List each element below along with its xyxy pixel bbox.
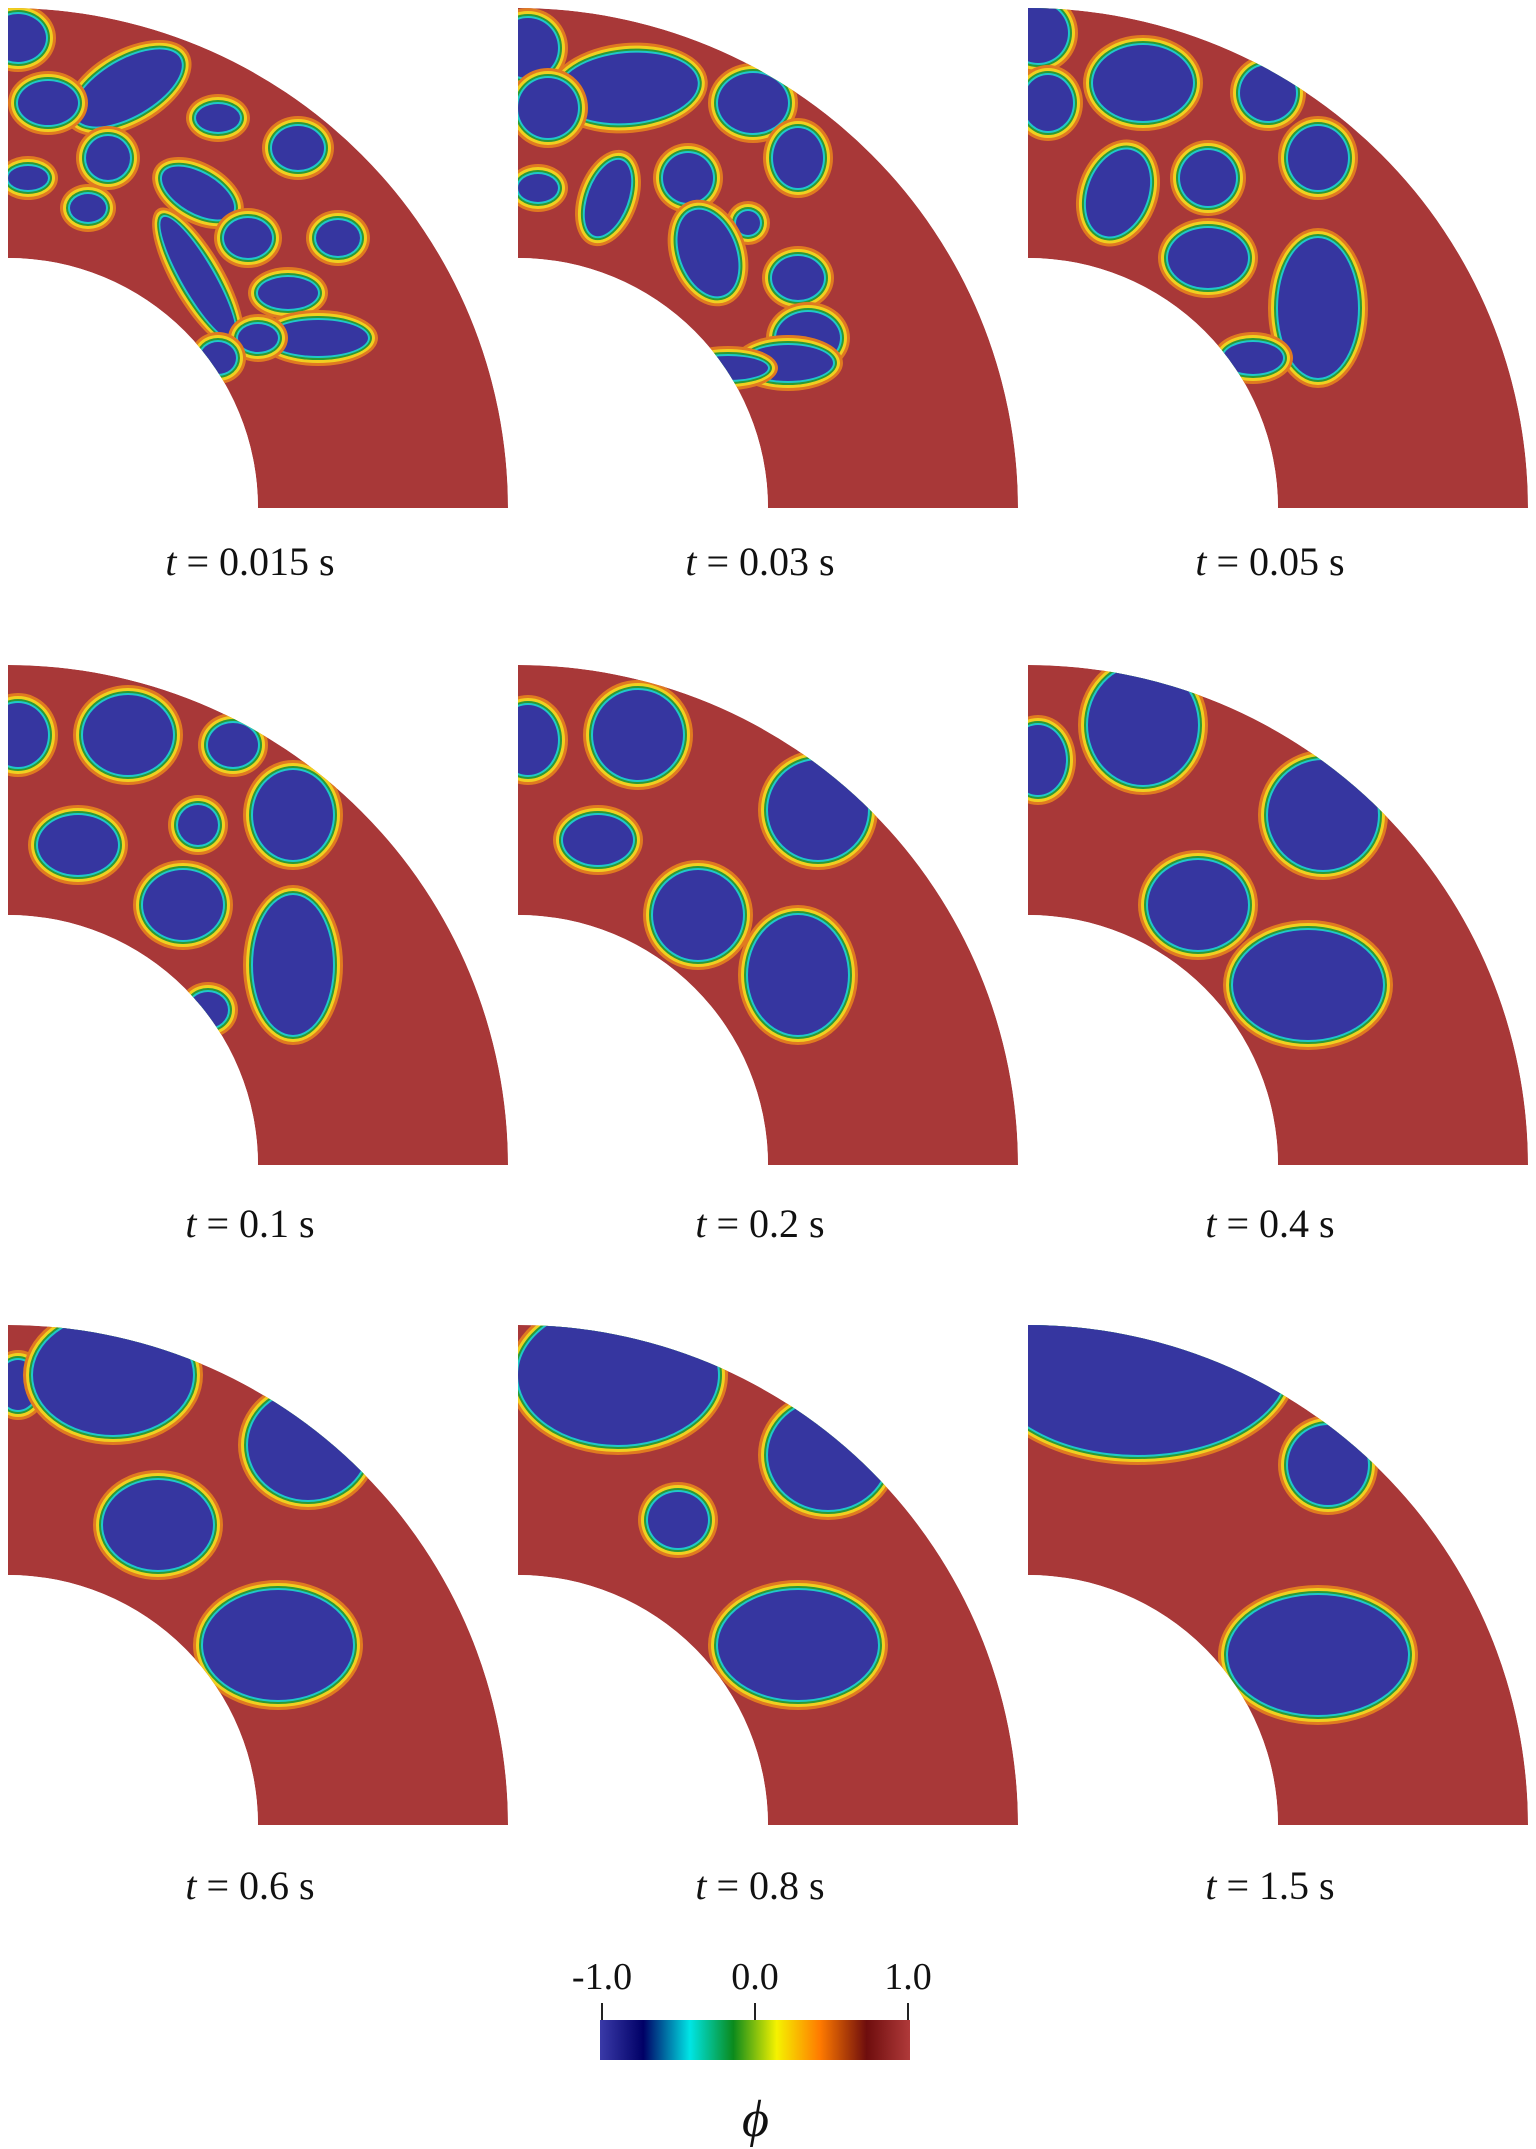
droplet [768, 1400, 888, 1510]
droplet [316, 220, 360, 256]
droplet [1268, 760, 1378, 870]
droplet [768, 760, 868, 860]
droplet [103, 1480, 213, 1570]
droplet [563, 815, 633, 865]
droplet [1028, 75, 1073, 131]
droplet [8, 703, 48, 767]
droplet [86, 136, 130, 180]
droplet [1028, 725, 1066, 795]
droplet [1093, 45, 1193, 121]
droplet [1240, 65, 1296, 121]
colorbar-symbol: ϕ [742, 2091, 769, 2148]
panel-9 [1028, 1325, 1536, 1835]
droplet [1028, 1325, 1288, 1455]
droplet [83, 695, 173, 775]
droplet [1278, 238, 1358, 378]
panel-5 [518, 665, 1028, 1175]
annulus-domain [8, 1325, 508, 1825]
panel-6 [1028, 665, 1536, 1175]
droplet [1168, 228, 1248, 288]
droplet [1028, 8, 1068, 63]
droplet [178, 805, 218, 845]
droplet [593, 690, 683, 780]
droplet [773, 128, 823, 188]
colorbar-label-max: 1.0 [884, 1956, 932, 1998]
droplet [268, 320, 368, 356]
caption-9: t = 1.5 s [1205, 1863, 1335, 1908]
droplet [208, 723, 258, 767]
droplet [718, 1590, 878, 1700]
annulus-domain [1028, 8, 1528, 508]
droplet [160, 216, 236, 340]
droplet [253, 895, 333, 1035]
droplet [8, 166, 48, 190]
caption-4: t = 0.1 s [185, 1201, 315, 1246]
droplet [1228, 1595, 1408, 1715]
droplet [200, 342, 236, 374]
droplet [558, 52, 698, 124]
droplet [688, 356, 768, 380]
droplet [653, 870, 743, 960]
caption-1: t = 0.015 s [165, 539, 335, 584]
droplet [648, 1492, 708, 1548]
droplet [238, 324, 278, 352]
droplet [518, 18, 558, 78]
colorbar-tick-mid [754, 2003, 756, 2021]
droplet [1288, 1425, 1368, 1505]
caption-8: t = 0.8 s [695, 1863, 825, 1908]
caption-2: t = 0.03 s [685, 539, 835, 584]
droplet [203, 1590, 353, 1700]
droplet [772, 256, 824, 300]
droplet [718, 73, 788, 133]
droplet [70, 194, 106, 222]
droplet [736, 211, 760, 235]
droplet [1148, 860, 1248, 950]
colorbar-label-mid: 0.0 [731, 1956, 779, 1998]
droplet [248, 1390, 368, 1500]
droplet [584, 159, 632, 237]
caption-5: t = 0.2 s [695, 1201, 825, 1246]
droplet [143, 870, 223, 940]
panel-1 [8, 8, 518, 518]
droplet [1288, 126, 1348, 190]
droplet [38, 815, 118, 875]
droplet [1088, 665, 1198, 785]
droplet [677, 209, 739, 297]
droplet [18, 81, 78, 125]
droplet [272, 126, 324, 170]
droplet [748, 915, 848, 1035]
droplet [224, 218, 272, 258]
droplet [8, 14, 46, 62]
droplet [74, 49, 182, 127]
droplet [518, 78, 578, 138]
droplet [518, 174, 558, 202]
annulus-domain [518, 8, 1018, 508]
droplet [1085, 149, 1151, 237]
droplet [1233, 930, 1383, 1040]
droplet [663, 153, 713, 203]
droplet [196, 104, 240, 132]
panel-3 [1028, 8, 1536, 518]
panel-2 [518, 8, 1028, 518]
colorbar [600, 2020, 910, 2060]
colorbar-tick-min [601, 2003, 603, 2021]
droplet [258, 277, 318, 309]
caption-7: t = 0.6 s [185, 1863, 315, 1908]
panel-4 [8, 665, 518, 1175]
droplet [1180, 150, 1236, 206]
colorbar-tick-max [907, 2003, 909, 2021]
caption-3: t = 0.05 s [1195, 539, 1345, 584]
droplet [518, 705, 558, 775]
droplet [1223, 342, 1283, 374]
droplet [188, 992, 228, 1028]
caption-6: t = 0.4 s [1205, 1201, 1335, 1246]
panel-7 [8, 1325, 518, 1835]
droplet [161, 166, 235, 220]
panel-8 [518, 1325, 1028, 1835]
droplet [253, 770, 333, 860]
colorbar-label-min: -1.0 [571, 1956, 633, 1998]
